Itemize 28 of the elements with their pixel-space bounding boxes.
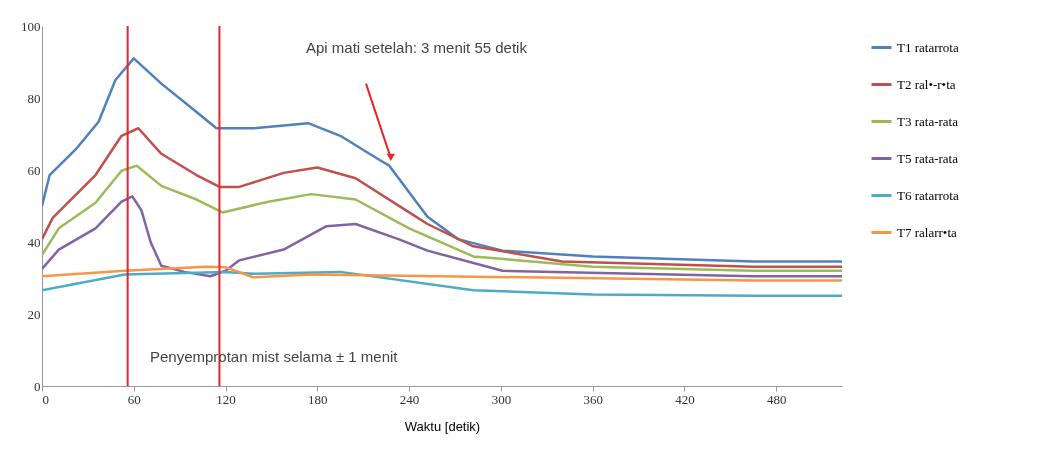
x-tick-label: 360	[583, 391, 603, 407]
legend-label: T7 ralarr•ta	[897, 224, 957, 240]
x-tick-label: 420	[675, 391, 695, 407]
line-series	[42, 195, 842, 278]
x-tick-label: 300	[491, 391, 512, 407]
annotation: Api mati setelah: 3 menit 55 detik	[306, 38, 528, 56]
y-tick-label: 80	[27, 90, 41, 106]
x-tick-label: 180	[308, 391, 328, 407]
y-tick-label: 40	[27, 234, 41, 250]
legend-label: T5 rata-rata	[897, 150, 959, 166]
legend-label: T1 ratarrota	[897, 39, 959, 55]
x-tick-label: 60	[127, 391, 141, 407]
line-series	[42, 57, 842, 263]
x-axis-title: Waktu [detik)	[404, 418, 481, 434]
legend-label: T6 ratarrota	[897, 187, 959, 203]
y-tick-label: 100	[21, 18, 41, 34]
y-tick-label: 20	[27, 306, 41, 322]
line-series	[42, 164, 842, 273]
legend-label: T3 rata-rata	[897, 113, 959, 129]
line-series	[42, 126, 842, 269]
x-tick-label: 480	[766, 391, 787, 407]
legend-label: T2 ral•-r•ta	[897, 76, 956, 92]
line-series	[42, 270, 842, 297]
x-tick-label: 240	[399, 391, 420, 407]
x-tick-label: 120	[216, 391, 236, 407]
line-series	[42, 265, 842, 282]
y-tick-label: 0	[34, 378, 41, 394]
y-tick-label: 60	[27, 162, 41, 178]
